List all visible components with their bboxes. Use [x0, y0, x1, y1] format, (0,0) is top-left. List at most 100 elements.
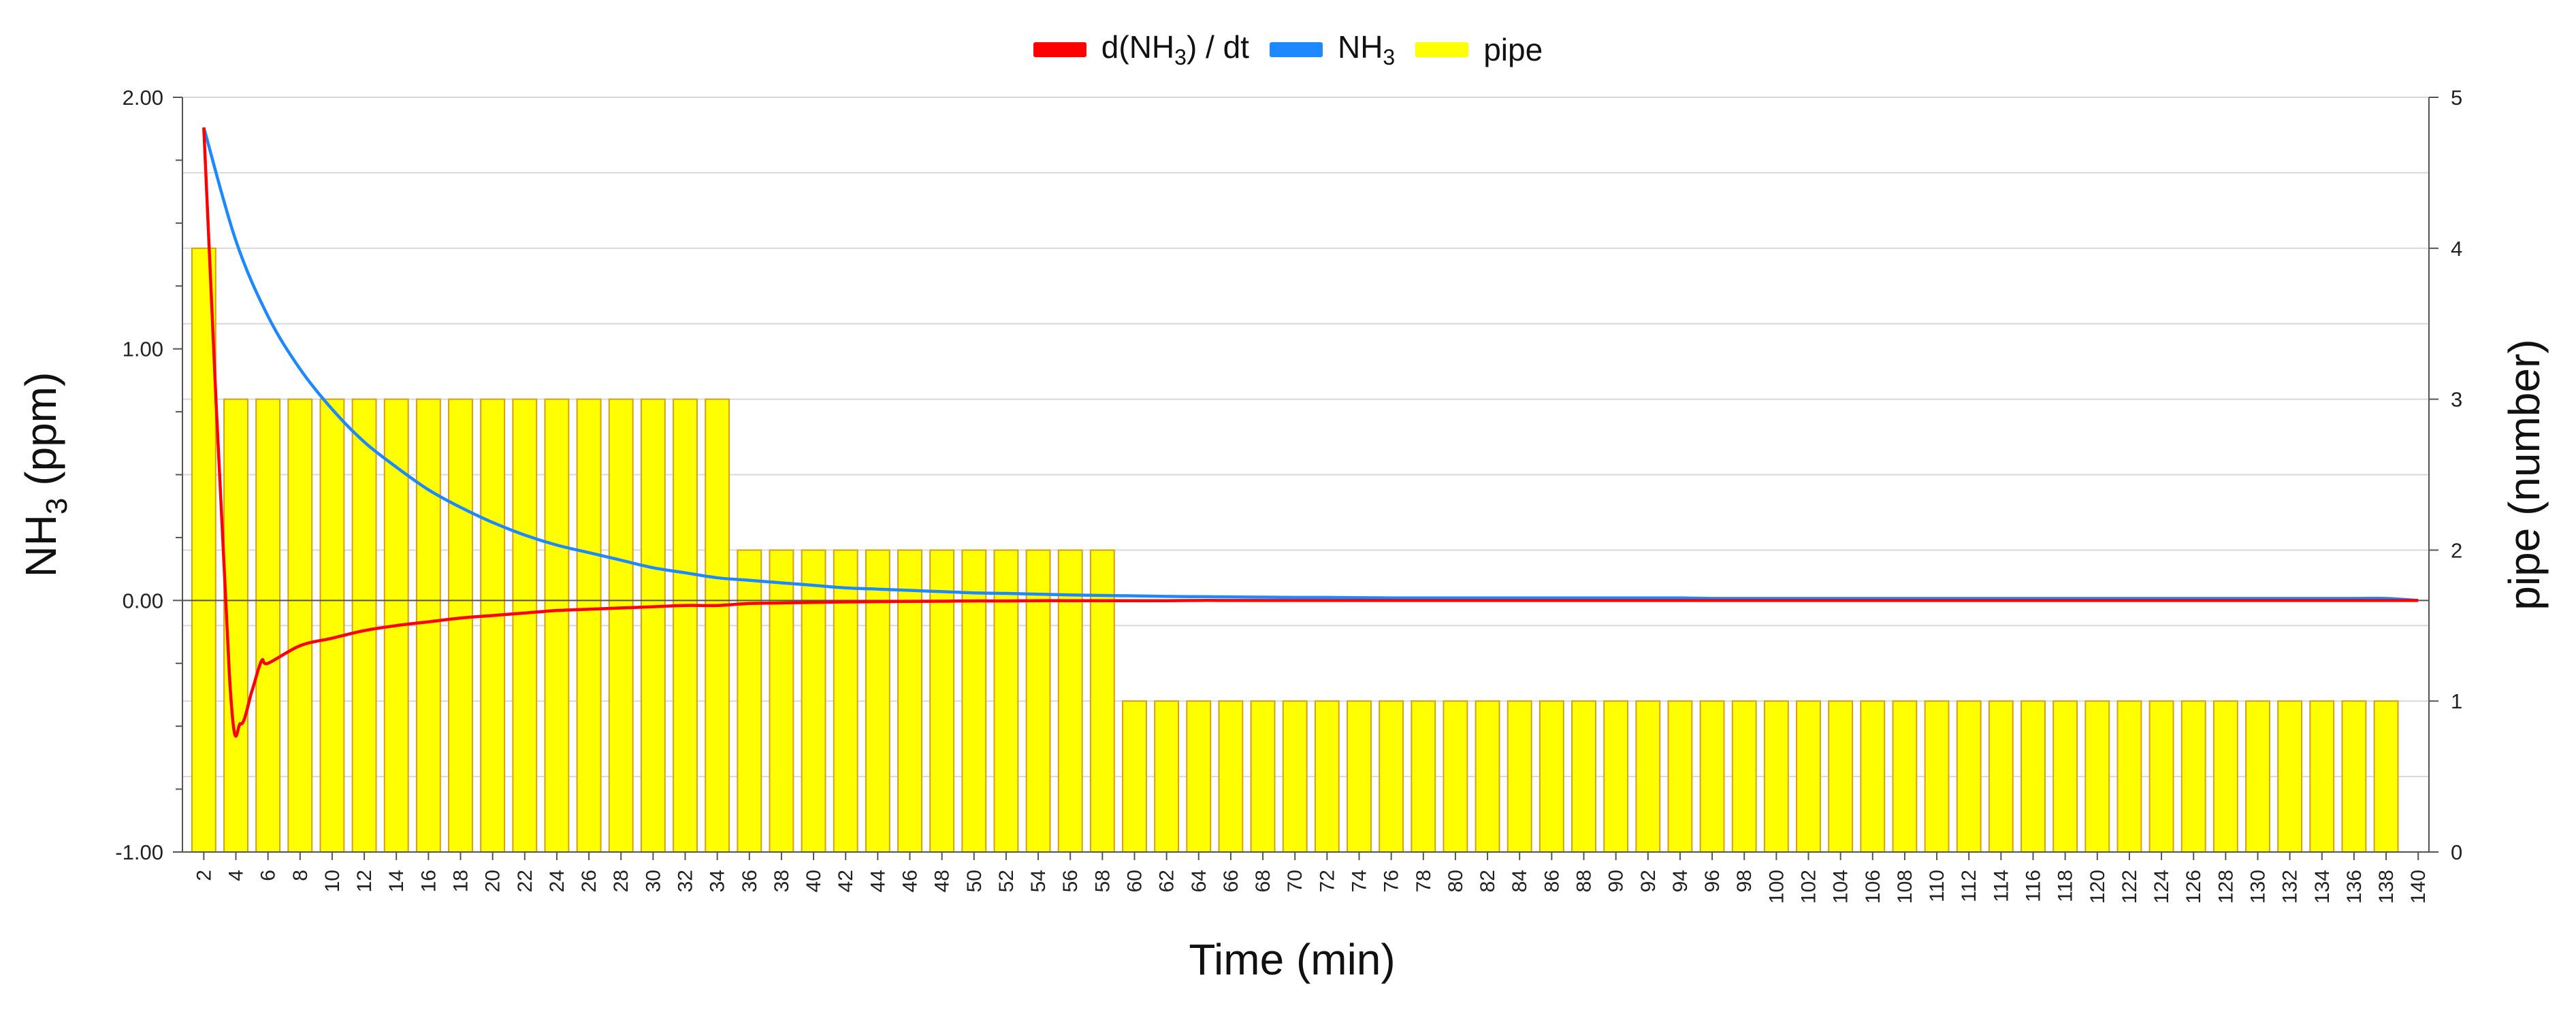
bar[interactable]	[1667, 700, 1693, 853]
bar[interactable]	[1828, 700, 1854, 853]
bar[interactable]	[2180, 700, 2206, 853]
bar[interactable]	[1860, 700, 1886, 853]
bar[interactable]	[705, 398, 730, 853]
bar[interactable]	[1507, 700, 1532, 853]
bar[interactable]	[1218, 700, 1244, 853]
x-tick-label: 116	[2022, 870, 2044, 902]
x-tick-label: 20	[482, 870, 504, 892]
bar[interactable]	[287, 398, 313, 853]
legend-item[interactable]: pipe	[1415, 31, 1543, 68]
bar[interactable]	[1347, 700, 1372, 853]
bar[interactable]	[480, 398, 506, 853]
bar[interactable]	[1763, 700, 1789, 853]
series-line-derivative[interactable]	[202, 127, 2419, 738]
bar[interactable]	[351, 398, 377, 853]
bar[interactable]	[865, 549, 890, 853]
bar[interactable]	[897, 549, 922, 853]
bar[interactable]	[415, 398, 441, 853]
bar[interactable]	[2148, 700, 2174, 853]
bar[interactable]	[1731, 700, 1757, 853]
x-tick-label: 136	[2343, 870, 2366, 904]
bar[interactable]	[961, 549, 987, 853]
bar[interactable]	[1635, 700, 1661, 853]
y-left-tick-label: 0.00	[123, 589, 163, 612]
x-tick-label: 44	[867, 870, 889, 892]
bar[interactable]	[255, 398, 281, 853]
bar[interactable]	[929, 549, 955, 853]
x-tick-label: 2	[193, 870, 215, 881]
bar[interactable]	[2373, 700, 2399, 853]
bar[interactable]	[1571, 700, 1596, 853]
bar[interactable]	[1956, 700, 1982, 853]
x-tick-label: 24	[546, 870, 568, 892]
bar[interactable]	[2212, 700, 2238, 853]
bar[interactable]	[1282, 700, 1308, 853]
legend-label: NH3	[1338, 29, 1395, 70]
legend-item[interactable]: d(NH3) / dt	[1033, 29, 1249, 70]
bar[interactable]	[608, 398, 634, 853]
bar[interactable]	[2084, 700, 2110, 853]
series-line-nh3[interactable]	[202, 127, 2419, 602]
bar[interactable]	[801, 549, 826, 853]
x-tick-label: 134	[2311, 870, 2334, 904]
bar[interactable]	[1475, 700, 1500, 853]
x-tick-label: 68	[1252, 870, 1274, 892]
bar[interactable]	[576, 398, 602, 853]
bar[interactable]	[2052, 700, 2078, 853]
x-tick-label: 122	[2119, 870, 2141, 904]
bar[interactable]	[319, 398, 345, 853]
bar[interactable]	[1186, 700, 1212, 853]
bar[interactable]	[2020, 700, 2046, 853]
x-tick-label: 132	[2279, 870, 2302, 904]
bar[interactable]	[1122, 700, 1147, 853]
bar[interactable]	[2309, 700, 2335, 853]
bar[interactable]	[2277, 700, 2303, 853]
y-right-tick-label: 1	[2451, 689, 2462, 713]
x-tick-label: 118	[2055, 870, 2077, 902]
x-tick-label: 52	[995, 870, 1018, 892]
bar[interactable]	[544, 398, 570, 853]
x-tick-label: 60	[1123, 870, 1146, 892]
x-tick-label: 72	[1316, 870, 1338, 892]
bar[interactable]	[448, 398, 473, 853]
x-tick-label: 124	[2151, 870, 2173, 904]
bar[interactable]	[769, 549, 794, 853]
legend-item[interactable]: NH3	[1269, 29, 1395, 70]
legend-label-main: NH	[1337, 29, 1383, 65]
x-tick-label: 108	[1894, 870, 1916, 904]
x-tick-label: 98	[1733, 870, 1756, 892]
x-tick-label: 86	[1541, 870, 1563, 892]
bar[interactable]	[191, 247, 216, 853]
bar[interactable]	[737, 549, 762, 853]
y-left-tick-label: 2.00	[123, 86, 163, 110]
x-tick-label: 6	[257, 870, 280, 881]
bar[interactable]	[1603, 700, 1629, 853]
bar[interactable]	[1892, 700, 1918, 853]
bar[interactable]	[1699, 700, 1725, 853]
bar[interactable]	[2341, 700, 2367, 853]
bar[interactable]	[1250, 700, 1276, 853]
bar[interactable]	[1314, 700, 1340, 853]
x-tick-label: 58	[1091, 870, 1114, 892]
bar[interactable]	[2245, 700, 2270, 853]
bar[interactable]	[1154, 700, 1180, 853]
y-left-ticks: -1.00 0.00 1.00 2.00	[115, 86, 182, 864]
bar[interactable]	[1988, 700, 2014, 853]
bar[interactable]	[1443, 700, 1468, 853]
legend-label-sub: 3	[1174, 45, 1187, 70]
bar[interactable]	[833, 549, 858, 853]
bar[interactable]	[1379, 700, 1404, 853]
bar[interactable]	[1411, 700, 1436, 853]
bar[interactable]	[1539, 700, 1564, 853]
bar[interactable]	[1924, 700, 1950, 853]
bar[interactable]	[1796, 700, 1821, 853]
bar[interactable]	[512, 398, 538, 853]
bar[interactable]	[993, 549, 1019, 853]
bar[interactable]	[673, 398, 698, 853]
x-tick-label: 46	[899, 870, 921, 892]
bar[interactable]	[2116, 700, 2142, 853]
bar[interactable]	[640, 398, 666, 853]
x-tick-label: 8	[289, 870, 312, 881]
x-tick-label: 12	[353, 870, 376, 892]
